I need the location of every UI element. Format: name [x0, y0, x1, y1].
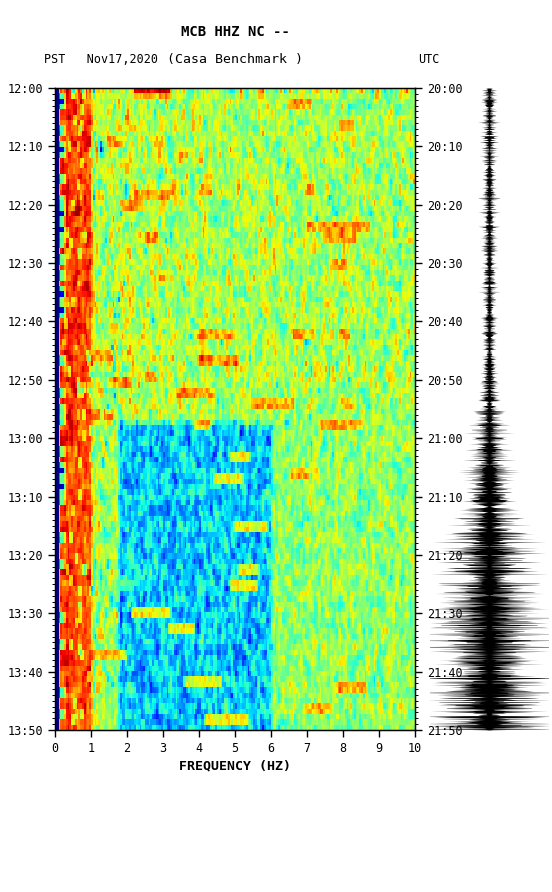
Text: UTC: UTC: [418, 53, 439, 66]
Text: PST   Nov17,2020: PST Nov17,2020: [44, 53, 158, 66]
Text: USGS: USGS: [35, 15, 69, 29]
Text: MCB HHZ NC --: MCB HHZ NC --: [181, 25, 289, 39]
Text: (Casa Benchmark ): (Casa Benchmark ): [167, 53, 303, 66]
X-axis label: FREQUENCY (HZ): FREQUENCY (HZ): [179, 759, 291, 772]
Text: ≡: ≡: [11, 13, 21, 31]
